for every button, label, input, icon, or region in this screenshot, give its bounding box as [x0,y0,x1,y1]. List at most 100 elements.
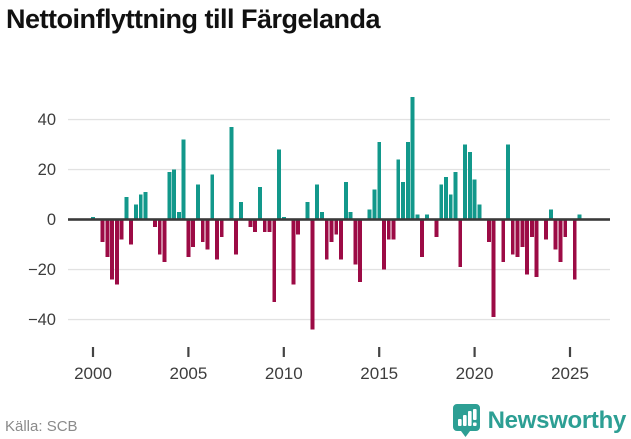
bar-quarter-66 [405,142,410,220]
bar-quarter-27 [219,219,224,237]
x-axis-tick-label: 2010 [265,364,303,383]
bar-quarter-88 [510,219,515,255]
source-note: Källa: SCB [5,418,78,435]
x-axis-tick [91,347,95,357]
bar-quarter-36 [262,219,267,232]
y-axis-tick-label: 40 [38,111,56,129]
bar-quarter-51 [334,219,339,235]
bar-quarter-42 [291,219,296,285]
bar-quarter-19 [181,139,186,220]
zero-axis-line [68,218,610,221]
bar-quarter-7 [124,197,129,220]
bar-quarter-4 [110,219,115,280]
bar-quarter-98 [558,219,563,262]
bar-quarter-91 [525,219,530,275]
newsworthy-wordmark: Newsworthy [487,406,627,434]
bar-quarter-2 [100,219,105,242]
bar-quarter-69 [420,219,425,257]
bar-quarter-63 [391,219,396,240]
bar-quarter-6 [119,219,124,240]
bar-quarter-72 [434,219,439,237]
bar-quarter-83 [486,219,491,242]
bar-quarter-101 [572,219,577,280]
bar-quarter-49 [324,219,329,260]
bar-quarter-78 [463,144,468,220]
bar-quarter-16 [167,172,172,220]
bar-quarter-5 [114,219,119,285]
bar-quarter-99 [563,219,568,237]
bar-quarter-65 [401,182,405,220]
bar-quarter-97 [553,219,558,250]
x-axis-tick [568,347,572,357]
bar-quarter-29 [229,127,234,220]
bar-quarter-95 [544,219,549,240]
bar-quarter-50 [329,219,334,242]
x-axis-tick-label: 2025 [551,364,589,383]
bar-quarter-47 [315,184,320,220]
bar-quarter-30 [234,219,239,255]
x-axis-tick-label: 2015 [360,364,398,383]
bar-quarter-102 [577,214,582,220]
gridline [68,318,610,321]
bar-quarter-14 [157,219,162,255]
bar-quarter-3 [105,219,110,257]
bar-quarter-21 [191,219,196,247]
bar-quarter-17 [172,169,177,220]
bar-quarter-22 [195,184,200,220]
x-axis-tick-label: 2005 [169,364,207,383]
x-axis-tick [473,347,476,357]
bar-quarter-62 [386,219,391,240]
bar-quarter-39 [277,149,281,220]
bar-quarter-38 [272,219,277,302]
bar-quarter-89 [515,219,520,257]
x-axis-tick-label: 2000 [74,364,112,383]
bar-quarter-68 [415,214,420,220]
bar-quarter-43 [296,219,301,235]
bar-quarter-92 [529,219,534,237]
newsworthy-brand: Newsworthy [452,404,627,437]
bar-quarter-15 [162,219,167,262]
gridline [68,168,610,171]
y-axis-tick-label: 20 [38,161,56,179]
bar-quarter-84 [491,219,496,317]
bar-quarter-87 [506,144,510,220]
x-axis-tick [282,347,285,357]
bar-quarter-79 [467,152,472,220]
bar-quarter-59 [372,189,377,220]
bar-quarter-80 [472,179,477,220]
bar-quarter-54 [348,212,353,220]
y-axis-tick-label: −40 [28,311,56,329]
bar-quarter-77 [458,219,463,267]
bar-quarter-18 [176,212,181,220]
bar-quarter-74 [444,177,448,220]
x-axis-tick [187,347,190,357]
bar-quarter-58 [367,209,372,220]
bar-quarter-11 [143,192,148,220]
newsworthy-logo-icon [452,404,480,437]
bar-quarter-64 [396,159,401,220]
bar-quarter-73 [439,184,444,220]
bar-quarter-23 [200,219,205,242]
bar-quarter-35 [258,187,262,220]
gridline [68,118,610,121]
bar-quarter-45 [305,202,310,220]
bar-quarter-13 [153,219,157,227]
bar-quarter-48 [320,212,324,220]
gridline [68,268,610,271]
bar-quarter-81 [477,204,482,220]
bar-quarter-56 [358,219,363,282]
bar-quarter-34 [253,219,258,232]
bar-quarter-10 [138,194,143,220]
y-axis-tick-label: −20 [28,261,56,279]
bar-quarter-86 [501,219,506,262]
chart-title: Nettoinflyttning till Färgelanda [6,4,381,34]
bar-quarter-24 [205,219,210,250]
bar-quarter-33 [248,219,253,227]
bar-quarter-25 [210,174,215,220]
bar-quarter-52 [339,219,343,260]
bar-quarter-53 [343,182,348,220]
bar-quarter-31 [238,202,243,220]
bar-quarter-67 [410,97,415,220]
bar-quarter-76 [453,172,458,220]
